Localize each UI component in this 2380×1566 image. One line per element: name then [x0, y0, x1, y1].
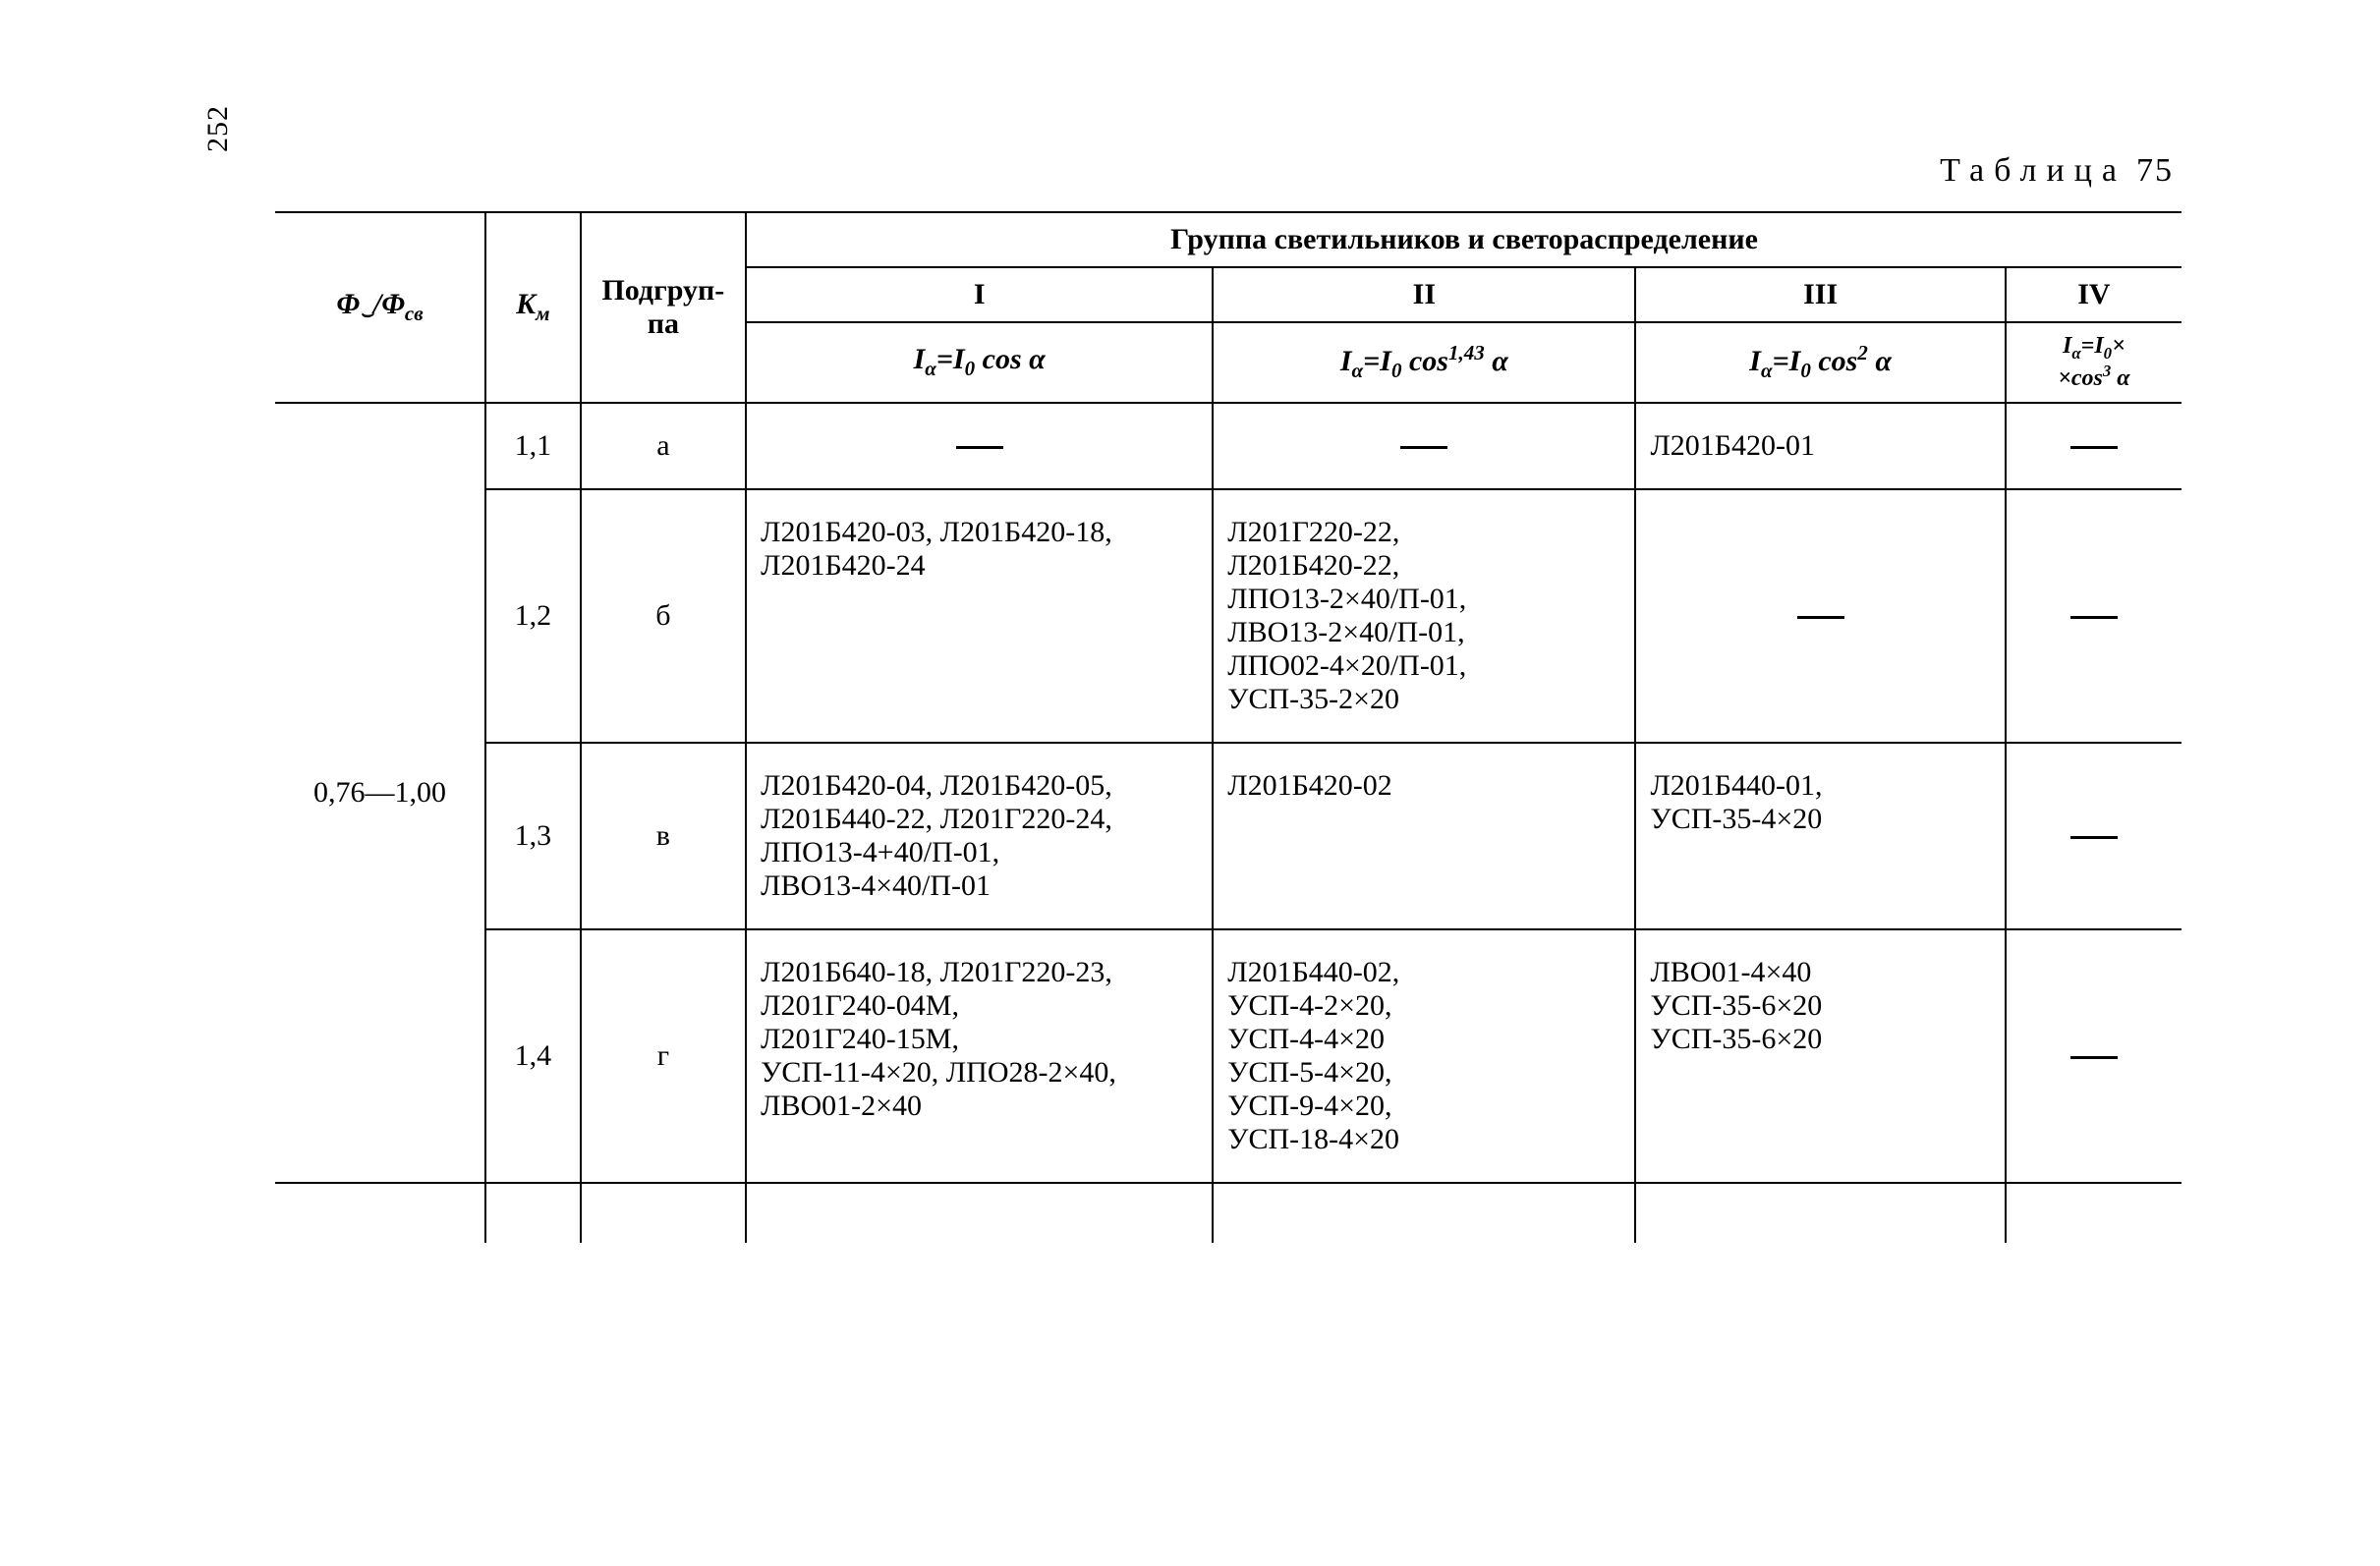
- col-group-header: Группа светильников и светораспределение: [746, 212, 2182, 267]
- col-subgroup: Подгруп-па: [581, 212, 746, 403]
- table-cell: [2006, 929, 2182, 1183]
- col-phi: Φ⌣/Φсв: [275, 212, 485, 403]
- table-cell: Л201Б420-04, Л201Б420-05,Л201Б440-22, Л2…: [746, 743, 1213, 929]
- table-cell: [1635, 1183, 2005, 1243]
- table-cell: в: [581, 743, 746, 929]
- phi-range: 0,76—1,00: [275, 403, 485, 1183]
- table-cell: [1213, 1183, 1635, 1243]
- table-cell: Л201Б420-03, Л201Б420-18,Л201Б420-24: [746, 489, 1213, 743]
- col-km: Kм: [485, 212, 581, 403]
- table-cell: [2006, 1183, 2182, 1243]
- table-cell: [485, 1183, 581, 1243]
- dash-icon: [2070, 1056, 2118, 1059]
- table-cell: [1635, 489, 2005, 743]
- title-word: Таблица: [1940, 152, 2126, 189]
- table-cell: [2006, 403, 2182, 489]
- col-formula-3: Iα=I0 cos2 α: [1635, 322, 2005, 403]
- col-formula-1: Iα=I0 cos α: [746, 322, 1213, 403]
- title-number: 75: [2136, 152, 2174, 189]
- table-cell: [275, 1183, 485, 1243]
- table-cell: г: [581, 929, 746, 1183]
- table-cell: Л201Б440-02,УСП-4-2×20,УСП-4-4×20УСП-5-4…: [1213, 929, 1635, 1183]
- table-cell: а: [581, 403, 746, 489]
- table-cell: [2006, 489, 2182, 743]
- table-title: Таблица 75: [1940, 152, 2174, 190]
- col-formula-4: Iα=I0××cos3 α: [2006, 322, 2182, 403]
- dash-icon: [2070, 446, 2118, 449]
- table-cell: [2006, 743, 2182, 929]
- table-cell: [1213, 403, 1635, 489]
- table-cell: [581, 1183, 746, 1243]
- table-cell: 1,2: [485, 489, 581, 743]
- table-cell: Л201Б420-01: [1635, 403, 2005, 489]
- col-formula-2: Iα=I0 cos1,43 α: [1213, 322, 1635, 403]
- table-cell: Л201Г220-22,Л201Б420-22,ЛПО13-2×40/П-01,…: [1213, 489, 1635, 743]
- col-roman-2: II: [1213, 267, 1635, 322]
- dash-icon: [956, 446, 1003, 449]
- dash-icon: [2070, 616, 2118, 619]
- table-cell: [746, 403, 1213, 489]
- main-table: Φ⌣/Φсв Kм Подгруп-па Группа светильников…: [275, 211, 2182, 1243]
- table-cell: ЛВО01-4×40УСП-35-6×20УСП-35-6×20: [1635, 929, 2005, 1183]
- col-roman-3: III: [1635, 267, 2005, 322]
- table-cell: 1,4: [485, 929, 581, 1183]
- table-cell: Л201Б420-02: [1213, 743, 1635, 929]
- table-cell: Л201Б440-01,УСП-35-4×20: [1635, 743, 2005, 929]
- col-roman-1: I: [746, 267, 1213, 322]
- table-cell: б: [581, 489, 746, 743]
- col-roman-4: IV: [2006, 267, 2182, 322]
- dash-icon: [2070, 836, 2118, 839]
- table-cell: Л201Б640-18, Л201Г220-23,Л201Г240-04М,Л2…: [746, 929, 1213, 1183]
- dash-icon: [1400, 446, 1447, 449]
- dash-icon: [1797, 616, 1844, 619]
- table-cell: 1,1: [485, 403, 581, 489]
- table-cell: 1,3: [485, 743, 581, 929]
- table-cell: [746, 1183, 1213, 1243]
- page-number: 252: [201, 105, 235, 152]
